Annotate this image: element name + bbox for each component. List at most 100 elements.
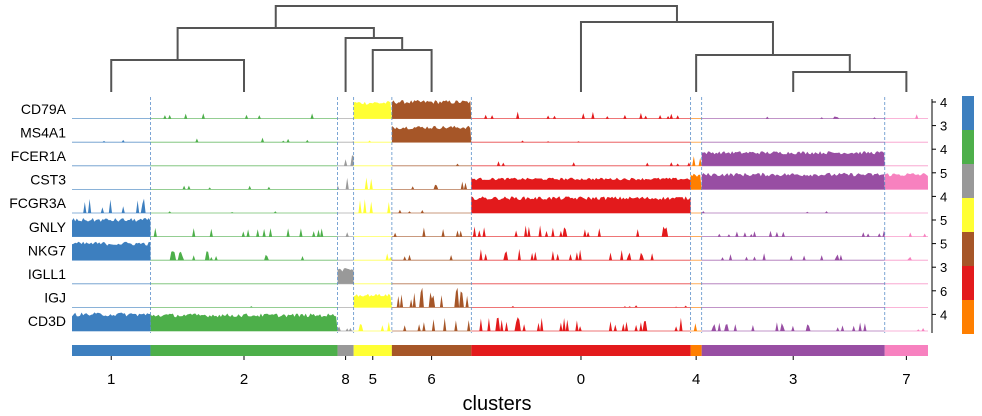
track-area-nkg7-cluster-6: [391, 254, 472, 261]
track-max-label: 3: [940, 260, 947, 275]
track-area-cd79a-cluster-6: [391, 100, 472, 119]
gene-tracks: [72, 100, 928, 332]
track-area-cd79a-cluster-2: [150, 113, 338, 119]
dendrogram-link: [110, 59, 246, 92]
track-max-label: 5: [940, 166, 947, 181]
track-area-igll1-cluster-8: [337, 268, 354, 284]
cluster-tick-label: 6: [427, 371, 435, 388]
track-area-cd3d-cluster-0: [471, 317, 691, 331]
track-area-cd3d-cluster-4: [690, 323, 702, 331]
track-area-gnly-cluster-1: [72, 218, 151, 237]
gene-labels: CD79A MS4A1 FCER1A CST3 FCGR3A GNLY NKG7 IGLL1 I…: [9, 101, 66, 329]
gene-label: CD3D: [28, 313, 66, 329]
track-area-fcgr3a-cluster-6: [391, 209, 472, 213]
cluster-bar-segment-1: [72, 345, 151, 356]
track-area-nkg7-cluster-5: [353, 253, 392, 261]
color-legend-bar: [962, 96, 974, 334]
cluster-tick-label: 1: [107, 371, 115, 388]
track-area-cd3d-cluster-1: [72, 312, 151, 331]
dendrogram-link: [176, 27, 375, 60]
cluster-tick-label: 4: [692, 371, 700, 388]
cluster-bar-segment-4: [690, 345, 702, 356]
track-area-fcer1a-cluster-4: [690, 156, 702, 166]
gene-label: MS4A1: [20, 124, 66, 140]
cluster-bar-segment-7: [884, 345, 928, 356]
track-area-cst3-cluster-4: [690, 173, 702, 190]
legend-swatch: [962, 232, 974, 266]
track-area-nkg7-cluster-2: [150, 251, 338, 261]
track-area-ms4a1-cluster-6: [391, 125, 472, 143]
dendrogram: [110, 5, 908, 92]
cluster-color-bar: [72, 345, 928, 356]
legend-swatch: [962, 266, 974, 300]
track-area-nkg7-cluster-3: [701, 253, 885, 261]
cluster-tick-label: 8: [341, 371, 349, 388]
track-area-cd79a-cluster-7: [884, 114, 928, 119]
track-area-fcgr3a-cluster-0: [471, 196, 691, 213]
track-area-cst3-cluster-7: [884, 173, 928, 190]
track-area-cst3-cluster-2: [150, 185, 338, 190]
track-area-cd3d-cluster-7: [884, 328, 928, 331]
cluster-tick-label: 0: [577, 371, 585, 388]
legend-swatch: [962, 96, 974, 130]
track-area-nkg7-cluster-7: [884, 256, 928, 261]
track-area-cd3d-cluster-3: [701, 322, 885, 331]
cluster-separators: [150, 97, 886, 333]
track-area-igj-cluster-0: [471, 305, 691, 308]
gene-label: NKG7: [28, 242, 66, 258]
cluster-tick-label: 5: [369, 371, 377, 388]
track-area-gnly-cluster-2: [150, 227, 338, 237]
track-area-fcgr3a-cluster-1: [72, 198, 151, 213]
dendrogram-link: [579, 21, 774, 92]
track-area-cd3d-cluster-5: [353, 321, 392, 331]
cluster-bar-segment-6: [391, 345, 472, 356]
track-area-igj-cluster-6: [391, 287, 472, 308]
gene-label: GNLY: [29, 219, 67, 235]
track-area-cst3-cluster-5: [353, 177, 392, 190]
legend-swatch: [962, 164, 974, 198]
track-area-cst3-cluster-3: [701, 172, 885, 190]
dendrogram-link: [695, 54, 851, 92]
track-area-gnly-cluster-8: [337, 232, 354, 237]
track-area-cst3-cluster-0: [471, 177, 691, 190]
cluster-bar-segment-0: [471, 345, 691, 356]
cluster-tick-labels: 1 2 8 5 6 0 4 3 7: [107, 356, 911, 388]
track-area-cd79a-cluster-0: [471, 111, 691, 119]
track-area-gnly-cluster-6: [391, 227, 472, 237]
track-area-fcer1a-cluster-8: [337, 155, 354, 166]
track-area-gnly-cluster-7: [884, 232, 928, 237]
cluster-bar-segment-5: [353, 345, 392, 356]
track-area-cd3d-cluster-6: [391, 317, 472, 331]
track-max-label: 5: [940, 213, 947, 228]
dendrogram-link: [371, 49, 433, 92]
cluster-bar-segment-2: [150, 345, 338, 356]
track-area-fcer1a-cluster-0: [471, 161, 691, 166]
track-max-label: 4: [940, 307, 947, 322]
track-area-cd79a-cluster-5: [353, 101, 392, 119]
track-max-label: 5: [940, 237, 947, 252]
track-max-labels: 4 3 4 5 4 5 5 3 6 4: [931, 95, 947, 333]
legend-swatch: [962, 300, 974, 334]
legend-swatch: [962, 198, 974, 232]
legend-swatch: [962, 130, 974, 164]
gene-label: CD79A: [21, 101, 67, 117]
track-area-cst3-cluster-8: [337, 177, 354, 190]
track-area-cd3d-cluster-2: [150, 313, 338, 331]
gene-label: FCGR3A: [9, 195, 66, 211]
track-area-nkg7-cluster-0: [471, 248, 691, 261]
cluster-tick-label: 2: [240, 371, 248, 388]
track-area-ms4a1-cluster-2: [150, 137, 338, 143]
track-area-cst3-cluster-6: [391, 181, 472, 190]
gene-label: CST3: [30, 172, 66, 188]
track-max-label: 3: [940, 119, 947, 134]
track-area-fcer1a-cluster-3: [701, 151, 885, 166]
gene-label: IGJ: [44, 290, 66, 306]
track-max-label: 4: [940, 142, 947, 157]
dendrogram-link: [792, 71, 908, 92]
track-max-label: 4: [940, 189, 947, 204]
x-axis-label: clusters: [463, 393, 532, 415]
track-area-gnly-cluster-0: [471, 225, 691, 237]
track-area-gnly-cluster-3: [701, 229, 885, 237]
gene-label: IGLL1: [28, 266, 66, 282]
